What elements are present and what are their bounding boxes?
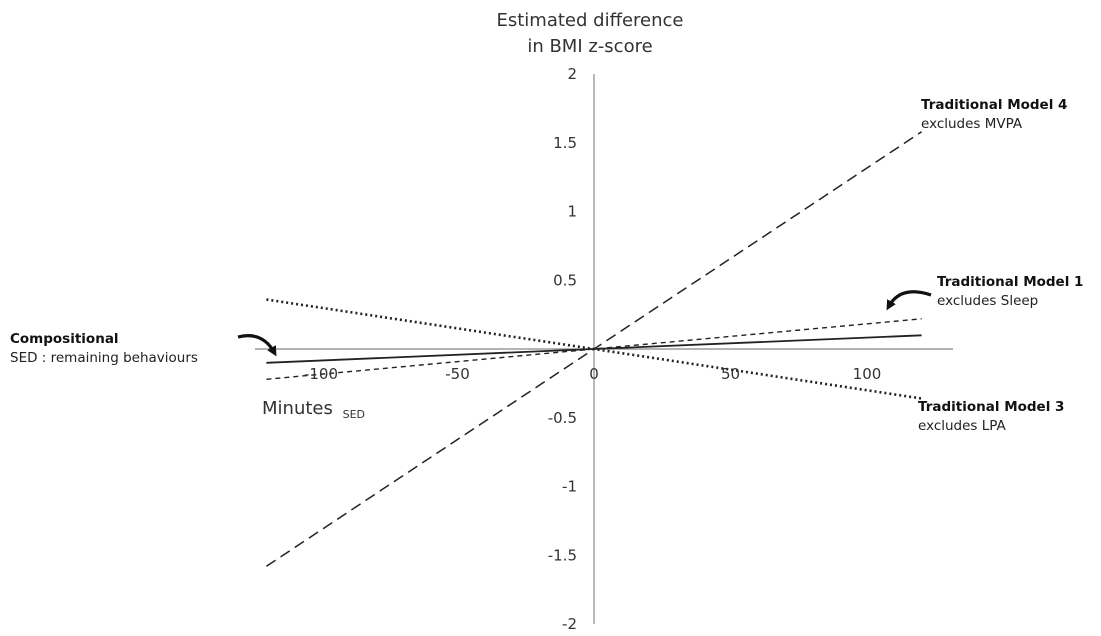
y-tick-labels: -2 -1.5 -1 -0.5 0.5 1 1.5 2 [548, 65, 577, 633]
series-model4-line [265, 131, 923, 567]
x-tick-label: -100 [304, 365, 338, 383]
x-tick-label: 50 [721, 365, 740, 383]
x-axis-title: Minutes SED [262, 398, 365, 421]
x-tick-label: -50 [445, 365, 470, 383]
annotation-model1-title: Traditional Model 1 [937, 274, 1083, 290]
x-tick-labels: -100 -50 0 50 100 [304, 365, 881, 383]
y-tick-label: 2 [567, 65, 577, 83]
y-tick-label: -2 [562, 615, 577, 633]
y-tick-label: 1 [567, 203, 577, 221]
x-tick-label: 100 [853, 365, 882, 383]
y-tick-label: -0.5 [548, 409, 577, 427]
series-group [265, 131, 923, 567]
y-axis-title-line2: in BMI z-score [527, 36, 652, 57]
annotation-model3-subtitle: excludes LPA [918, 418, 1007, 434]
x-axis-title-subscript: SED [343, 408, 365, 421]
y-tick-label: -1 [562, 478, 577, 496]
x-tick-label: 0 [589, 365, 599, 383]
model1-arrow [886, 290, 932, 311]
y-tick-label: -1.5 [548, 546, 577, 564]
x-axis-title-main: Minutes [262, 398, 333, 419]
y-tick-label: 0.5 [553, 271, 577, 289]
annotation-compositional-subtitle: SED : remaining behaviours [10, 350, 198, 366]
y-axis-title-line1: Estimated difference [496, 10, 683, 31]
annotation-model3-title: Traditional Model 3 [918, 399, 1064, 415]
y-tick-label: 1.5 [553, 134, 577, 152]
annotation-model4-subtitle: excludes MVPA [921, 116, 1023, 132]
annotation-model1-subtitle: excludes Sleep [937, 293, 1038, 309]
annotation-compositional-title: Compositional [10, 331, 119, 347]
compositional-arrow [237, 334, 277, 357]
annotation-model4-title: Traditional Model 4 [921, 97, 1067, 113]
